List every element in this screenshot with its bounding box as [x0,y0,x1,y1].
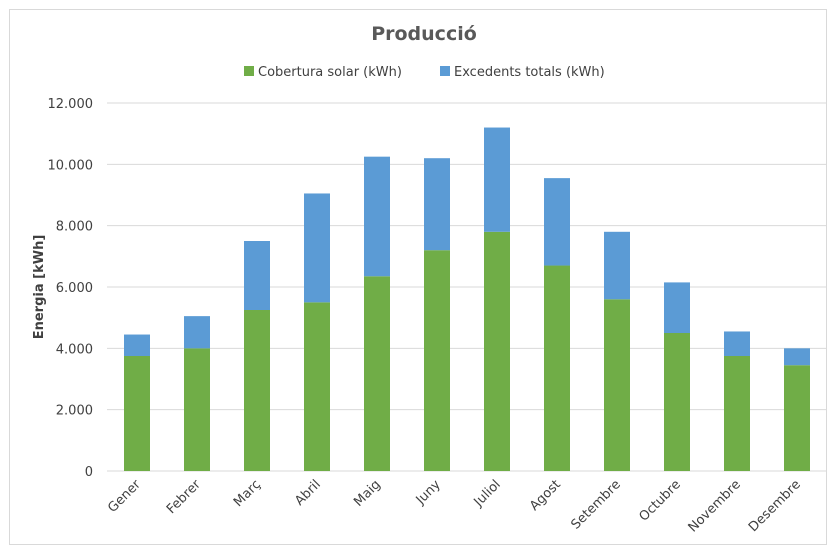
bar-excedents-totals [184,316,210,349]
y-tick-label: 2.000 [56,404,93,419]
bar-excedents-totals [784,348,810,366]
bar-cobertura-solar [544,265,570,471]
bar-cobertura-solar [364,276,390,471]
x-tick-label: Maig [351,477,384,510]
y-tick-label: 4.000 [56,342,93,357]
bars [124,127,810,471]
bar-excedents-totals [724,331,750,356]
bar-excedents-totals [424,158,450,251]
bar-excedents-totals [124,334,150,356]
bar-excedents-totals [664,282,690,333]
legend-label-excedents: Excedents totals (kWh) [454,65,605,80]
y-tick-labels: 0 2.000 4.000 6.000 8.000 10.000 12.000 [48,97,94,480]
x-tick-label: Novembre [686,477,744,535]
x-tick-label: Abril [292,477,324,509]
y-tick-label: 12.000 [48,97,94,112]
x-tick-label: Agost [527,477,564,514]
chart-title: Producció [371,23,477,45]
legend-swatch-cobertura [244,66,254,76]
bar-cobertura-solar [604,299,630,471]
y-tick-label: 6.000 [56,281,93,296]
bar-cobertura-solar [784,365,810,471]
bar-excedents-totals [364,156,390,277]
x-tick-label: Juliol [471,477,504,510]
bar-cobertura-solar [124,356,150,471]
bar-excedents-totals [304,193,330,303]
x-tick-label: Setembre [568,477,623,532]
bar-excedents-totals [484,127,510,232]
bar-excedents-totals [244,241,270,310]
y-tick-label: 8.000 [56,220,93,235]
x-tick-label: Febrer [164,477,204,517]
x-tick-label: Juny [413,477,444,508]
x-tick-label: Desembre [746,477,804,535]
x-tick-label: Gener [105,477,144,516]
x-tick-labels: Gener Febrer Març Abril Maig Juny Juliol Agost S… [105,477,804,536]
x-tick-label: Març [231,477,264,510]
legend-swatch-excedents [440,66,450,76]
legend: Cobertura solar (kWh) Excedents totals (… [244,65,605,80]
y-axis-label: Energia [kWh] [32,235,47,340]
bar-cobertura-solar [484,231,510,471]
gridlines [107,102,827,472]
bar-cobertura-solar [244,310,270,471]
bar-cobertura-solar [724,356,750,471]
legend-label-cobertura: Cobertura solar (kWh) [258,65,402,80]
y-tick-label: 10.000 [48,158,94,173]
bar-cobertura-solar [304,302,330,471]
bar-excedents-totals [604,231,630,300]
bar-cobertura-solar [664,333,690,471]
y-tick-label: 0 [85,465,93,480]
bar-excedents-totals [544,178,570,266]
x-tick-label: Octubre [636,477,683,524]
bar-cobertura-solar [424,250,450,471]
bar-cobertura-solar [184,348,210,471]
